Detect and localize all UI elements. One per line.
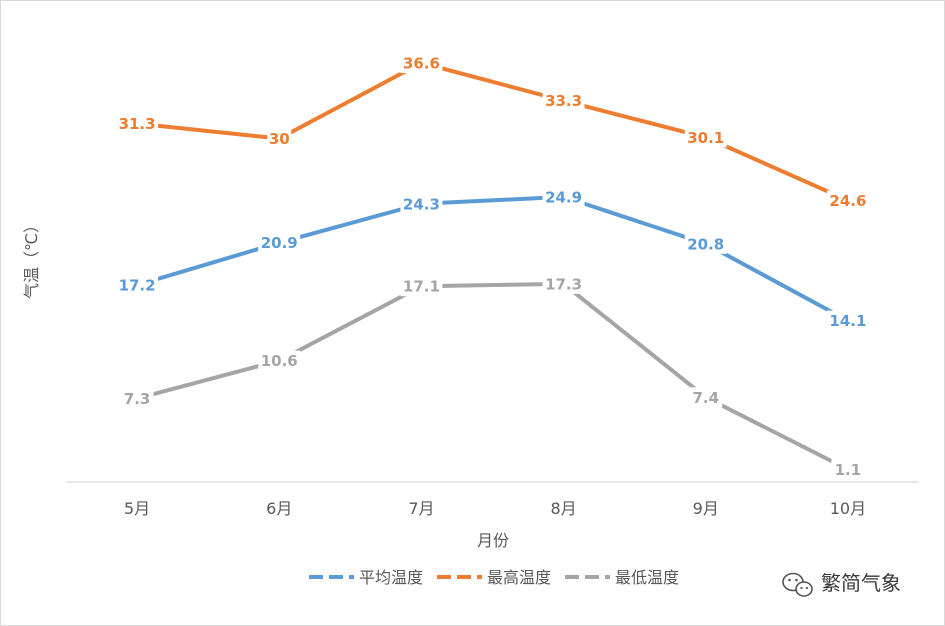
data-label-bg xyxy=(684,233,727,254)
data-label-bg xyxy=(116,113,159,134)
x-tick-label: 9月 xyxy=(693,499,719,518)
x-tick-label: 8月 xyxy=(550,499,576,518)
data-label-bg xyxy=(826,310,869,331)
series-line xyxy=(136,194,849,323)
data-label: 14.1 xyxy=(829,312,866,330)
x-axis-title: 月份 xyxy=(477,531,509,550)
data-label-bg xyxy=(400,52,443,73)
data-label: 7.4 xyxy=(692,389,719,407)
data-label-bg xyxy=(689,387,723,408)
data-label: 17.2 xyxy=(119,277,156,295)
data-label: 20.8 xyxy=(687,235,724,253)
data-label: 17.3 xyxy=(545,275,582,293)
y-axis-title: 气温（℃） xyxy=(22,217,41,299)
data-label: 1.1 xyxy=(835,461,862,479)
data-label: 30.1 xyxy=(687,129,724,147)
data-label: 20.9 xyxy=(261,234,298,252)
x-tick-label: 10月 xyxy=(830,499,866,518)
legend-item-2: 最高温度 xyxy=(437,568,551,587)
data-label-bg xyxy=(116,275,159,296)
legend-item-1: 平均温度 xyxy=(309,568,423,587)
series-line xyxy=(136,281,849,472)
watermark: 繁简气象 xyxy=(782,571,901,597)
legend-label: 平均温度 xyxy=(359,568,423,587)
legend-item-3: 最低温度 xyxy=(565,568,679,587)
data-label-bg xyxy=(267,128,292,149)
legend-label: 最低温度 xyxy=(615,568,679,587)
data-label: 31.3 xyxy=(119,115,156,133)
x-tick-label: 7月 xyxy=(408,499,434,518)
wechat-icon xyxy=(782,572,813,597)
legend: 平均温度 最高温度 最低温度 xyxy=(309,568,679,587)
data-label-bg xyxy=(258,232,301,253)
legend-label: 最高温度 xyxy=(487,568,551,587)
series-3: 7.3 10.6 17.1 17.3 7.4 1.1 xyxy=(120,273,865,480)
x-tick-label: 6月 xyxy=(266,499,292,518)
series-line xyxy=(136,60,849,203)
data-label-bg xyxy=(120,388,154,409)
data-label: 7.3 xyxy=(124,390,151,408)
data-label-bg xyxy=(542,90,585,111)
watermark-text: 繁简气象 xyxy=(821,571,901,595)
data-label: 24.9 xyxy=(545,188,582,206)
data-label: 17.1 xyxy=(403,278,440,296)
data-label-bg xyxy=(826,190,869,211)
data-label: 33.3 xyxy=(545,92,582,110)
data-label-bg xyxy=(542,186,585,207)
data-label-bg xyxy=(831,459,865,480)
x-tick-label: 5月 xyxy=(124,499,150,518)
data-label-bg xyxy=(684,127,727,148)
data-label-bg xyxy=(258,350,301,371)
series-2: 31.3 30 36.6 33.3 30.1 24.6 xyxy=(116,52,869,211)
data-label-bg xyxy=(400,276,443,297)
data-label: 10.6 xyxy=(261,352,298,370)
data-label: 24.6 xyxy=(829,192,866,210)
series-1: 17.2 20.9 24.3 24.9 20.8 14.1 xyxy=(116,186,869,331)
data-label-bg xyxy=(542,273,585,294)
x-tick-labels: 5月 6月 7月 8月 9月 10月 xyxy=(124,499,866,518)
series-layer: 17.2 20.9 24.3 24.9 20.8 14.1 31.3 30 36.6 33.3 30… xyxy=(116,52,869,480)
data-label: 30 xyxy=(269,130,290,148)
data-label: 24.3 xyxy=(403,195,440,213)
data-label: 36.6 xyxy=(403,54,440,72)
data-label-bg xyxy=(400,193,443,214)
